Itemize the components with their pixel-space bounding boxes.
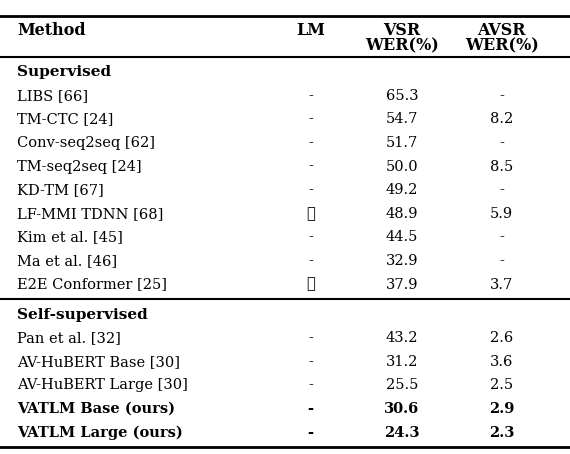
Text: -: - <box>308 425 314 439</box>
Text: -: - <box>308 89 313 103</box>
Text: TM-CTC [24]: TM-CTC [24] <box>17 112 113 126</box>
Text: 30.6: 30.6 <box>384 402 420 416</box>
Text: 50.0: 50.0 <box>385 159 418 173</box>
Text: 51.7: 51.7 <box>386 136 418 150</box>
Text: Kim et al. [45]: Kim et al. [45] <box>17 230 123 244</box>
Text: -: - <box>308 254 313 268</box>
Text: 65.3: 65.3 <box>385 89 418 103</box>
Text: -: - <box>499 254 504 268</box>
Text: -: - <box>308 355 313 369</box>
Text: E2E Conformer [25]: E2E Conformer [25] <box>17 277 167 291</box>
Text: -: - <box>308 230 313 244</box>
Text: 37.9: 37.9 <box>385 277 418 291</box>
Text: KD-TM [67]: KD-TM [67] <box>17 183 104 197</box>
Text: -: - <box>308 183 313 197</box>
Text: 2.9: 2.9 <box>489 402 514 416</box>
Text: 49.2: 49.2 <box>386 183 418 197</box>
Text: ✓: ✓ <box>306 207 315 221</box>
Text: -: - <box>308 402 314 416</box>
Text: -: - <box>308 159 313 173</box>
Text: 2.5: 2.5 <box>490 378 513 392</box>
Text: WER(%): WER(%) <box>365 38 439 54</box>
Text: 2.3: 2.3 <box>489 425 514 439</box>
Text: LF-MMI TDNN [68]: LF-MMI TDNN [68] <box>17 207 164 221</box>
Text: 5.9: 5.9 <box>490 207 513 221</box>
Text: VATLM Base (ours): VATLM Base (ours) <box>17 402 175 416</box>
Text: 54.7: 54.7 <box>386 112 418 126</box>
Text: Conv-seq2seq [62]: Conv-seq2seq [62] <box>17 136 155 150</box>
Text: AV-HuBERT Base [30]: AV-HuBERT Base [30] <box>17 355 180 369</box>
Text: VATLM Large (ours): VATLM Large (ours) <box>17 425 183 440</box>
Text: VSR: VSR <box>383 22 421 39</box>
Text: 8.2: 8.2 <box>490 112 513 126</box>
Text: 44.5: 44.5 <box>386 230 418 244</box>
Text: ✓: ✓ <box>306 277 315 291</box>
Text: -: - <box>499 136 504 150</box>
Text: AV-HuBERT Large [30]: AV-HuBERT Large [30] <box>17 378 188 392</box>
Text: Ma et al. [46]: Ma et al. [46] <box>17 254 117 268</box>
Text: 2.6: 2.6 <box>490 331 513 345</box>
Text: LM: LM <box>296 22 325 39</box>
Text: WER(%): WER(%) <box>465 38 539 54</box>
Text: 48.9: 48.9 <box>385 207 418 221</box>
Text: 8.5: 8.5 <box>490 159 513 173</box>
Text: AVSR: AVSR <box>477 22 526 39</box>
Text: Method: Method <box>17 22 85 39</box>
Text: 24.3: 24.3 <box>384 425 420 439</box>
Text: 3.6: 3.6 <box>490 355 514 369</box>
Text: -: - <box>308 378 313 392</box>
Text: Supervised: Supervised <box>17 65 111 79</box>
Text: -: - <box>308 136 313 150</box>
Text: -: - <box>308 112 313 126</box>
Text: -: - <box>499 183 504 197</box>
Text: 3.7: 3.7 <box>490 277 513 291</box>
Text: Pan et al. [32]: Pan et al. [32] <box>17 331 121 345</box>
Text: Self-supervised: Self-supervised <box>17 307 148 321</box>
Text: -: - <box>499 230 504 244</box>
Text: 32.9: 32.9 <box>385 254 418 268</box>
Text: TM-seq2seq [24]: TM-seq2seq [24] <box>17 159 142 173</box>
Text: 31.2: 31.2 <box>386 355 418 369</box>
Text: LIBS [66]: LIBS [66] <box>17 89 88 103</box>
Text: 25.5: 25.5 <box>386 378 418 392</box>
Text: -: - <box>308 331 313 345</box>
Text: -: - <box>499 89 504 103</box>
Text: 43.2: 43.2 <box>385 331 418 345</box>
